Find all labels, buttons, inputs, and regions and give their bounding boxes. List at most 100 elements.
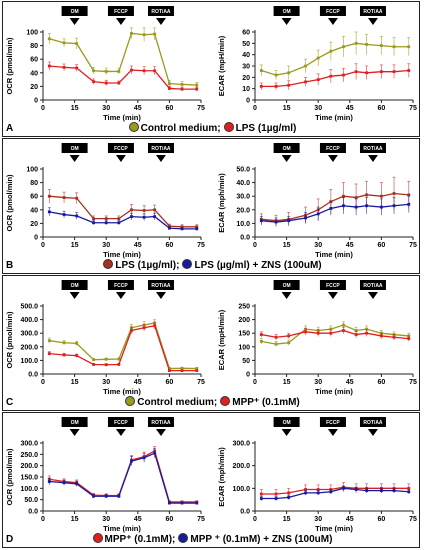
data-point bbox=[75, 354, 79, 358]
y-tick-label: 60 bbox=[30, 194, 38, 201]
chart-svg: 0 20 40 60 80 100 0 15 30 45 60 75 Time (min) OCR (pm… bbox=[5, 6, 205, 122]
x-tick-label: 15 bbox=[71, 242, 79, 249]
y-tick-label: 10 bbox=[242, 86, 250, 93]
legend-label: Control medium; bbox=[137, 397, 218, 408]
data-point bbox=[287, 496, 291, 499]
panel-a: 0 20 40 60 80 100 0 15 30 45 60 75 Time (min) OCR (pm… bbox=[2, 1, 420, 137]
x-tick-label: 75 bbox=[197, 242, 205, 249]
data-point bbox=[259, 492, 263, 496]
injection-label: FCCP bbox=[326, 283, 340, 289]
x-tick-label: 30 bbox=[314, 516, 322, 523]
data-point bbox=[274, 73, 278, 77]
injection-box bbox=[107, 6, 134, 16]
injection-box bbox=[359, 6, 386, 16]
x-tick-label: 30 bbox=[102, 516, 110, 523]
data-point bbox=[329, 490, 333, 494]
data-point bbox=[304, 216, 307, 220]
legend-label: LPS (1µg/ml); bbox=[115, 260, 180, 271]
injection-arrow bbox=[367, 429, 378, 436]
data-point bbox=[407, 69, 411, 72]
x-tick-label: 0 bbox=[41, 242, 45, 249]
injection-box bbox=[273, 6, 300, 16]
injection-arrow bbox=[155, 292, 166, 299]
x-axis-label: Time (min) bbox=[315, 524, 353, 533]
y-tick-label: 0.0 bbox=[240, 509, 250, 516]
data-point bbox=[62, 213, 66, 216]
injection-arrow bbox=[115, 429, 126, 436]
injection-label: FCCP bbox=[114, 283, 128, 289]
legend-swatch bbox=[92, 533, 103, 543]
data-point bbox=[329, 331, 333, 335]
data-point bbox=[153, 32, 157, 36]
y-tick-label: 100 bbox=[26, 30, 38, 37]
data-point bbox=[142, 215, 146, 219]
legend-swatch bbox=[128, 122, 139, 132]
y-tick-label: 150 bbox=[238, 331, 250, 338]
chart-b-ocr: 0 20 40 60 80 100 0 15 30 45 60 75 Time (min) OCR (pm… bbox=[3, 139, 208, 259]
legend: LPS (1µg/ml); LPS (µg/ml) + ZNS (100uM) bbox=[3, 259, 419, 271]
y-tick-label: 50 bbox=[242, 358, 250, 365]
injection-box bbox=[61, 417, 88, 427]
injection-box bbox=[319, 417, 346, 427]
injection-label: ROT/AA bbox=[151, 283, 171, 289]
x-tick-label: 15 bbox=[283, 379, 291, 386]
x-tick-label: 60 bbox=[166, 379, 174, 386]
data-point bbox=[62, 41, 66, 45]
data-point bbox=[195, 501, 199, 505]
chart-svg: 0 10 20 30 40 50 60 0 15 30 45 60 75 Time (min) ECAR (… bbox=[217, 6, 417, 122]
data-point bbox=[329, 74, 333, 78]
y-axis-label: OCR (pmol/min) bbox=[5, 174, 14, 232]
legend: Control medium; LPS (1µg/ml) bbox=[3, 122, 419, 134]
injection-label: ROT/AA bbox=[363, 9, 383, 15]
data-point bbox=[380, 44, 383, 47]
data-point bbox=[392, 335, 396, 339]
data-point bbox=[117, 81, 121, 85]
y-tick-label: 30.0 bbox=[236, 194, 250, 201]
data-point bbox=[142, 456, 146, 460]
data-point bbox=[380, 205, 383, 209]
data-point bbox=[304, 491, 307, 495]
data-point bbox=[142, 326, 146, 330]
data-point bbox=[392, 45, 396, 49]
data-point bbox=[380, 334, 383, 338]
injection-box bbox=[359, 417, 386, 427]
data-point bbox=[47, 352, 51, 355]
legend-label: Control medium; bbox=[140, 123, 221, 134]
injection-label: OM bbox=[283, 146, 291, 152]
y-tick-label: 300.0 bbox=[232, 441, 250, 448]
x-tick-label: 75 bbox=[197, 379, 205, 386]
data-point bbox=[407, 337, 411, 341]
x-tick-label: 0 bbox=[41, 516, 45, 523]
data-point bbox=[168, 501, 171, 505]
x-axis-label: Time (min) bbox=[103, 387, 141, 396]
y-tick-label: 0.0 bbox=[28, 509, 38, 516]
x-tick-label: 75 bbox=[409, 379, 417, 386]
y-tick-label: 500.0 bbox=[20, 304, 38, 311]
data-point bbox=[180, 501, 184, 505]
injection-arrow bbox=[69, 155, 80, 162]
chart-d-ocr: 0.0 50.0 100.0 150.0 200.0 250.0 300.0 0 15 30 45 6… bbox=[3, 413, 208, 533]
injection-box bbox=[319, 6, 346, 16]
data-point bbox=[195, 225, 199, 229]
x-tick-label: 0 bbox=[253, 242, 257, 249]
data-point bbox=[259, 339, 263, 343]
series-line bbox=[49, 324, 197, 372]
x-tick-label: 45 bbox=[346, 379, 354, 386]
injection-label: ROT/AA bbox=[363, 283, 383, 289]
y-axis-label: ECAR (mpH/min) bbox=[217, 35, 226, 96]
series-line bbox=[261, 203, 409, 223]
chart-d-ecar: 0.0 100.0 200.0 300.0 0 15 30 45 60 75 Time (min) E… bbox=[215, 413, 420, 533]
y-tick-label: 250 bbox=[238, 304, 250, 311]
injection-label: ROT/AA bbox=[151, 146, 171, 152]
data-point bbox=[354, 70, 358, 74]
panel-b: 0 20 40 60 80 100 0 15 30 45 60 75 Time (min) OCR (pm… bbox=[2, 138, 420, 274]
data-point bbox=[92, 221, 95, 225]
y-tick-label: 50.0 bbox=[236, 167, 250, 174]
injection-box bbox=[61, 6, 88, 16]
data-point bbox=[180, 87, 184, 91]
data-point bbox=[62, 353, 66, 357]
y-tick-label: 40 bbox=[30, 70, 38, 77]
data-point bbox=[392, 192, 396, 195]
data-point bbox=[117, 70, 121, 73]
injection-arrow bbox=[115, 292, 126, 299]
